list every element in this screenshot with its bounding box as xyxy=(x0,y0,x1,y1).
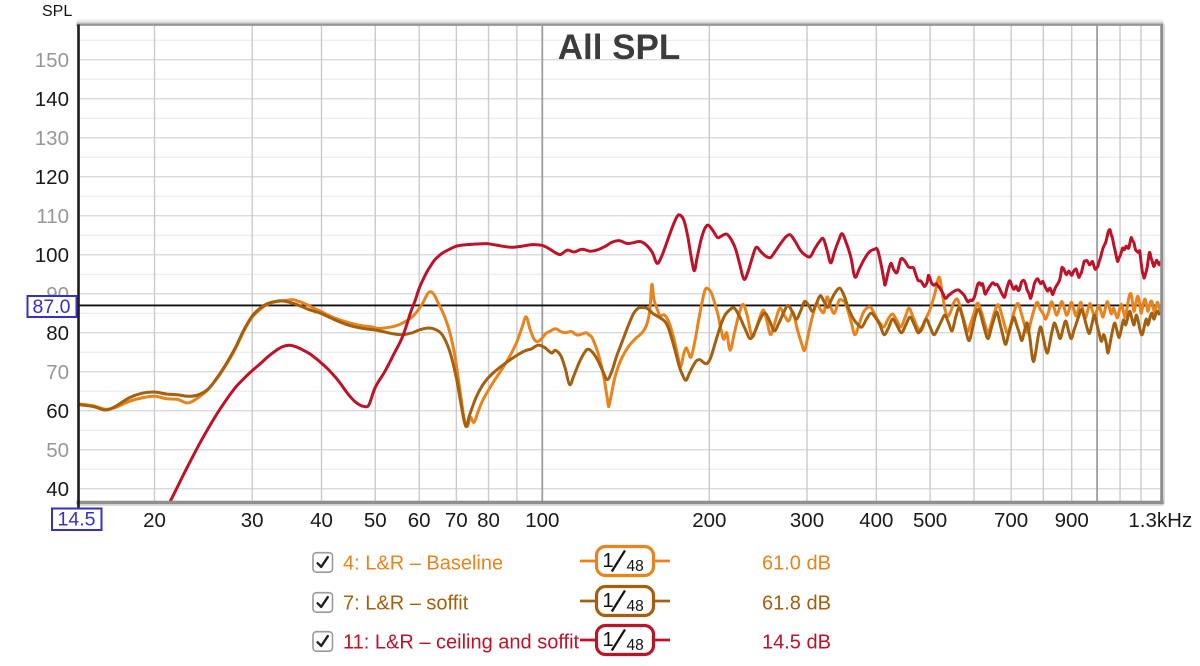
svg-text:60: 60 xyxy=(46,400,69,423)
svg-text:700: 700 xyxy=(994,509,1028,532)
svg-text:120: 120 xyxy=(35,166,69,189)
svg-text:200: 200 xyxy=(692,509,726,532)
svg-text:48: 48 xyxy=(627,558,644,575)
svg-text:1.3kHz: 1.3kHz xyxy=(1128,509,1192,532)
svg-text:61.0 dB: 61.0 dB xyxy=(762,553,831,575)
svg-text:130: 130 xyxy=(35,127,69,150)
svg-text:87.0: 87.0 xyxy=(33,296,71,318)
svg-text:50: 50 xyxy=(46,439,69,462)
svg-text:400: 400 xyxy=(859,509,893,532)
svg-text:70: 70 xyxy=(46,361,69,384)
svg-text:140: 140 xyxy=(35,88,69,111)
svg-text:1: 1 xyxy=(603,550,614,572)
svg-text:1: 1 xyxy=(603,590,614,612)
svg-text:100: 100 xyxy=(35,244,69,267)
svg-text:14.5: 14.5 xyxy=(58,509,96,531)
svg-text:14.5 dB: 14.5 dB xyxy=(762,632,831,654)
svg-text:80: 80 xyxy=(46,322,69,345)
svg-text:500: 500 xyxy=(913,509,947,532)
svg-text:1: 1 xyxy=(603,629,614,651)
svg-text:48: 48 xyxy=(627,637,644,654)
svg-text:110: 110 xyxy=(36,205,69,228)
svg-text:60: 60 xyxy=(408,509,431,532)
svg-text:48: 48 xyxy=(627,598,644,615)
svg-text:900: 900 xyxy=(1055,509,1089,532)
svg-text:80: 80 xyxy=(477,509,500,532)
svg-text:70: 70 xyxy=(445,509,468,532)
svg-text:20: 20 xyxy=(143,509,166,532)
svg-text:11: L&R – ceiling and soffit: 11: L&R – ceiling and soffit xyxy=(343,632,580,654)
svg-text:7: L&R – soffit: 7: L&R – soffit xyxy=(343,593,469,615)
svg-text:61.8 dB: 61.8 dB xyxy=(762,593,831,615)
svg-text:150: 150 xyxy=(35,49,69,72)
svg-text:All SPL: All SPL xyxy=(558,28,681,67)
svg-text:100: 100 xyxy=(525,509,559,532)
svg-text:50: 50 xyxy=(364,509,387,532)
svg-text:SPL: SPL xyxy=(42,3,72,20)
svg-text:4: L&R – Baseline: 4: L&R – Baseline xyxy=(343,553,503,575)
svg-text:40: 40 xyxy=(46,478,69,501)
svg-text:30: 30 xyxy=(241,509,264,532)
svg-text:300: 300 xyxy=(790,509,824,532)
svg-text:40: 40 xyxy=(310,509,333,532)
